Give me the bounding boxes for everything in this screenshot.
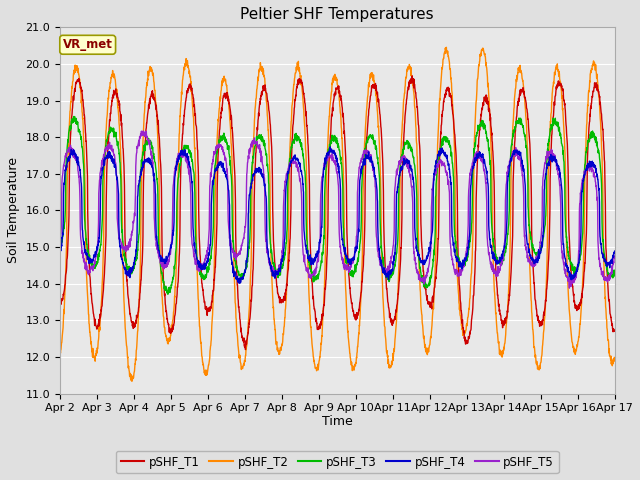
pSHF_T2 xyxy=(354,344,362,349)
pSHF_T4 xyxy=(366,156,374,161)
pSHF_T3 xyxy=(499,256,507,262)
pSHF_T2 xyxy=(442,45,450,50)
pSHF_T2 xyxy=(365,78,373,84)
pSHF_T3 xyxy=(211,162,219,168)
pSHF_T1 xyxy=(211,271,218,276)
pSHF_T5 xyxy=(140,128,147,134)
pSHF_T4 xyxy=(611,248,618,254)
pSHF_T4 xyxy=(562,264,570,269)
pSHF_T3 xyxy=(562,229,570,235)
pSHF_T5 xyxy=(365,152,373,158)
pSHF_T2 xyxy=(499,348,507,353)
Line: pSHF_T4: pSHF_T4 xyxy=(60,147,614,283)
pSHF_T5 xyxy=(56,237,64,243)
pSHF_T3 xyxy=(578,245,586,251)
pSHF_T4 xyxy=(326,144,334,150)
pSHF_T3 xyxy=(70,114,77,120)
pSHF_T3 xyxy=(611,268,618,274)
Line: pSHF_T5: pSHF_T5 xyxy=(60,131,614,288)
pSHF_T1 xyxy=(408,73,416,79)
pSHF_T2 xyxy=(611,356,618,361)
X-axis label: Time: Time xyxy=(322,415,353,428)
pSHF_T2 xyxy=(562,214,570,220)
pSHF_T5 xyxy=(566,285,573,291)
pSHF_T1 xyxy=(611,328,618,334)
pSHF_T1 xyxy=(242,347,250,352)
pSHF_T3 xyxy=(56,246,64,252)
pSHF_T1 xyxy=(499,320,507,326)
pSHF_T2 xyxy=(578,300,586,306)
pSHF_T3 xyxy=(164,291,172,297)
Y-axis label: Soil Temperature: Soil Temperature xyxy=(7,157,20,264)
pSHF_T2 xyxy=(56,352,64,358)
pSHF_T5 xyxy=(578,184,586,190)
pSHF_T5 xyxy=(211,149,219,155)
pSHF_T3 xyxy=(366,134,374,140)
pSHF_T1 xyxy=(562,122,570,128)
pSHF_T5 xyxy=(499,253,506,259)
Line: pSHF_T1: pSHF_T1 xyxy=(60,76,614,349)
pSHF_T4 xyxy=(236,280,244,286)
pSHF_T4 xyxy=(211,171,218,177)
pSHF_T1 xyxy=(354,313,362,319)
pSHF_T1 xyxy=(578,295,586,300)
pSHF_T5 xyxy=(562,273,570,279)
pSHF_T4 xyxy=(354,239,362,244)
pSHF_T4 xyxy=(578,196,586,202)
pSHF_T4 xyxy=(56,252,64,258)
Line: pSHF_T2: pSHF_T2 xyxy=(60,48,614,381)
pSHF_T5 xyxy=(611,253,618,259)
pSHF_T1 xyxy=(365,100,373,106)
Line: pSHF_T3: pSHF_T3 xyxy=(60,117,614,294)
Title: Peltier SHF Temperatures: Peltier SHF Temperatures xyxy=(241,7,434,22)
pSHF_T2 xyxy=(211,209,219,215)
Legend: pSHF_T1, pSHF_T2, pSHF_T3, pSHF_T4, pSHF_T5: pSHF_T1, pSHF_T2, pSHF_T3, pSHF_T4, pSHF… xyxy=(116,451,559,473)
pSHF_T1 xyxy=(56,300,64,306)
Text: VR_met: VR_met xyxy=(63,38,113,51)
pSHF_T4 xyxy=(499,250,507,255)
pSHF_T2 xyxy=(128,378,136,384)
pSHF_T3 xyxy=(354,255,362,261)
pSHF_T5 xyxy=(354,190,362,195)
